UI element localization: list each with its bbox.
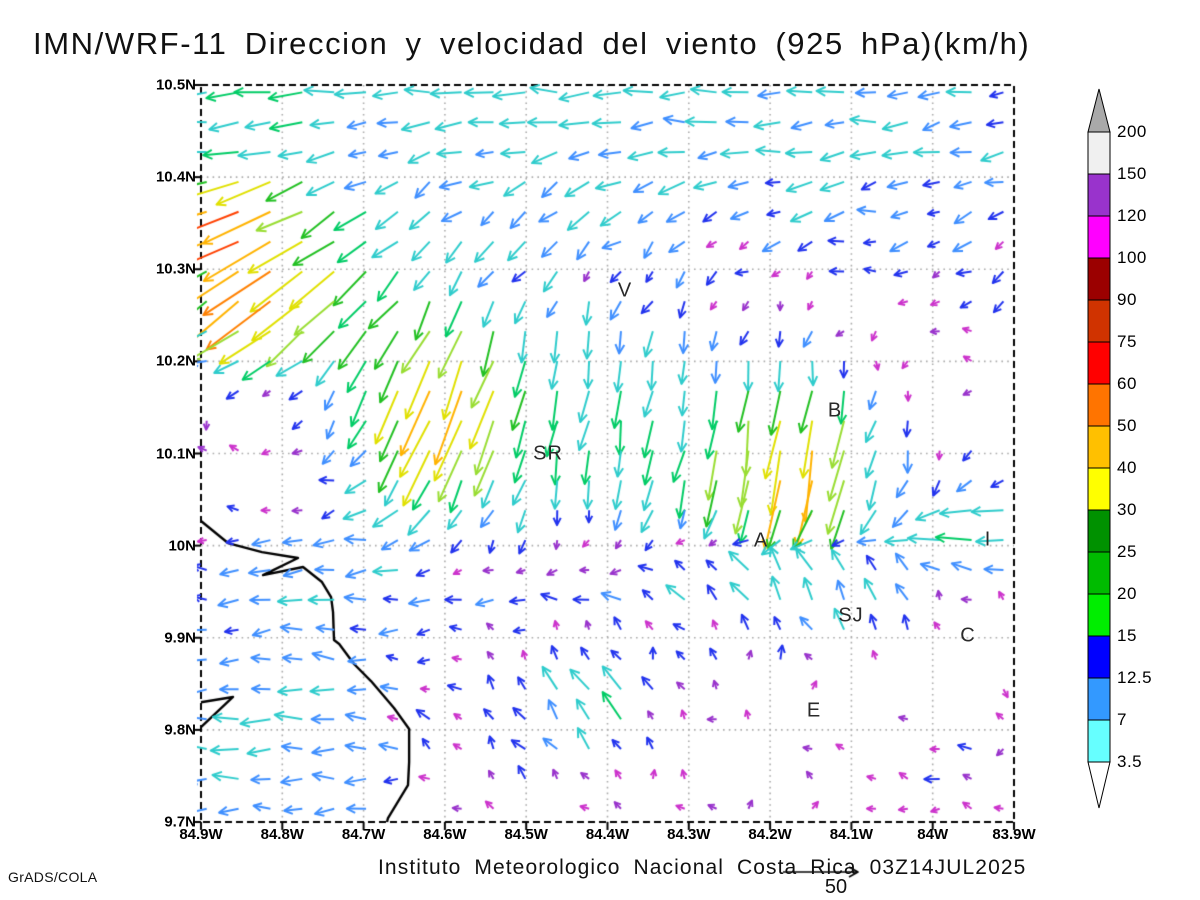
map-station-label: C xyxy=(960,624,976,647)
colorbar-segment xyxy=(1087,299,1111,343)
lon-tick-label: 84.3W xyxy=(667,826,711,843)
footer-caption: Instituto Meteorologico Nacional Costa R… xyxy=(378,856,1027,879)
colorbar-level-label: 50 xyxy=(1117,416,1137,435)
map-station-label: SR xyxy=(533,442,563,465)
lon-tick-label: 84.4W xyxy=(585,826,630,843)
lon-tick-label: 84.1W xyxy=(829,826,874,843)
lat-tick-label: 9.7N xyxy=(164,813,196,831)
lon-tick-label: 84.7W xyxy=(341,826,386,843)
colorbar-level-label: 7 xyxy=(1117,710,1127,729)
colorbar-level-label: 90 xyxy=(1117,290,1137,309)
lat-tick-label: 10.2N xyxy=(155,352,196,370)
colorbar-segment xyxy=(1087,593,1111,637)
colorbar-segment xyxy=(1087,257,1111,301)
colorbar-segment xyxy=(1087,425,1111,469)
lat-tick-label: 10.5N xyxy=(155,76,196,94)
colorbar-segment xyxy=(1087,341,1111,385)
lat-tick-label: 10.1N xyxy=(155,445,196,462)
colorbar-level-label: 100 xyxy=(1117,248,1147,267)
colorbar-level-label: 120 xyxy=(1117,206,1147,225)
lon-tick-label: 84.5W xyxy=(504,826,548,843)
colorbar-segment xyxy=(1087,215,1111,259)
colorbar-level-label: 60 xyxy=(1117,374,1137,393)
colorbar-level-label: 3.5 xyxy=(1117,752,1143,771)
lat-tick-label: 10N xyxy=(168,537,196,555)
lon-tick-label: 84.9W xyxy=(179,826,223,843)
colorbar-level-label: 150 xyxy=(1117,164,1147,183)
colorbar-level-label: 40 xyxy=(1117,458,1137,477)
colorbar-segment xyxy=(1087,131,1111,175)
colorbar-level-label: 75 xyxy=(1117,332,1137,351)
map-station-label: I xyxy=(984,528,992,551)
colorbar-segment xyxy=(1087,467,1111,511)
colorbar-bottom-arrow xyxy=(1087,761,1111,809)
colorbar-level-label: 200 xyxy=(1117,122,1147,141)
map-station-label: A xyxy=(753,529,769,552)
chart-title: IMN/WRF-11 Direccion y velocidad del vie… xyxy=(33,26,1031,61)
colorbar-segment xyxy=(1087,635,1111,679)
lon-tick-label: 84.6W xyxy=(423,826,467,843)
grads-credit: GrADS/COLA xyxy=(8,869,98,885)
colorbar-segment xyxy=(1087,383,1111,427)
colorbar-level-label: 20 xyxy=(1117,584,1137,603)
lon-tick-label: 83.9W xyxy=(992,826,1036,843)
map-station-label: V xyxy=(617,279,633,302)
colorbar-top-arrow xyxy=(1087,88,1111,133)
map-station-label: B xyxy=(827,399,843,422)
colorbar-segment xyxy=(1087,173,1111,217)
colorbar-segment xyxy=(1087,677,1111,721)
colorbar-segment xyxy=(1087,719,1111,763)
colorbar-level-label: 30 xyxy=(1117,500,1137,519)
lat-tick-label: 9.8N xyxy=(164,721,196,739)
colorbar-level-label: 15 xyxy=(1117,626,1137,645)
lon-tick-label: 84.8W xyxy=(260,826,304,843)
colorbar-segment xyxy=(1087,509,1111,553)
colorbar-level-label: 12.5 xyxy=(1117,668,1153,687)
colorbar-level-label: 25 xyxy=(1117,542,1137,561)
lon-tick-label: 84W xyxy=(917,826,949,843)
lon-tick-label: 84.2W xyxy=(748,826,792,843)
colorbar xyxy=(1087,88,1111,809)
lat-tick-label: 10.4N xyxy=(155,168,196,186)
lat-tick-label: 10.3N xyxy=(155,260,196,278)
lat-tick-label: 9.9N xyxy=(164,629,196,647)
reference-vector-label: 50 xyxy=(824,876,848,898)
colorbar-segment xyxy=(1087,551,1111,595)
map-station-label: E xyxy=(806,699,822,722)
map-station-label: SJ xyxy=(838,604,864,627)
